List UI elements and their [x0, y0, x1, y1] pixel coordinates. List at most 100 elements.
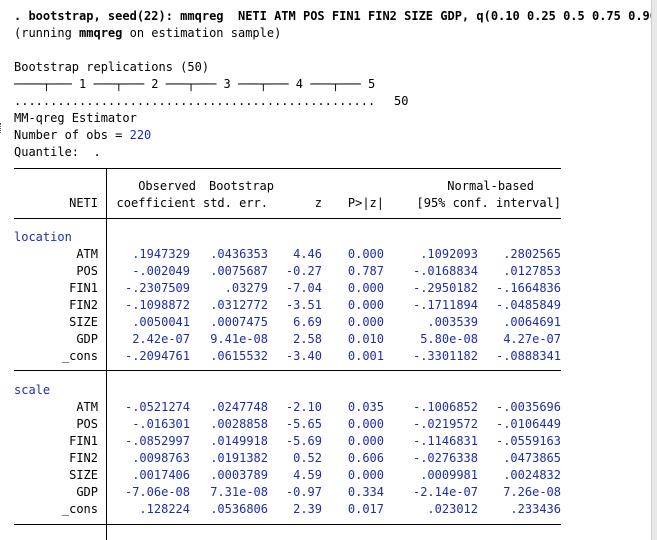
- table-cell-z: -0.97: [285, 485, 322, 499]
- table-cell-p: 0.334: [347, 485, 384, 499]
- table-cell-var: POS: [76, 264, 98, 278]
- table-cell-lo: .023012: [427, 502, 478, 516]
- table-cell-se: .0075687: [210, 264, 268, 278]
- table-cell-z: -2.10: [285, 400, 322, 414]
- table-cell-z: 6.69: [293, 315, 322, 329]
- table-cell-var: _cons: [61, 349, 98, 363]
- header-p: P>|z|: [347, 196, 384, 210]
- table-cell-var: FIN1: [69, 281, 98, 295]
- table-cell-se: .0007475: [210, 315, 268, 329]
- table-cell-lo: -.0276338: [412, 451, 478, 465]
- table-cell-var: ATM: [76, 400, 98, 414]
- table-cell-p: 0.010: [347, 332, 384, 346]
- table-cell-z: -5.65: [285, 417, 322, 431]
- table-cell-z: 2.58: [293, 332, 322, 346]
- vertical-scrollbar[interactable]: [651, 0, 657, 540]
- running-prefix: (running: [14, 26, 80, 40]
- table-cell-lo: -.1006852: [412, 400, 478, 414]
- table-cell-p: 0.787: [347, 264, 384, 278]
- table-cell-hi: .2802565: [503, 247, 561, 261]
- table-cell-var: ATM: [76, 247, 98, 261]
- table-cell-lo: -.1711894: [412, 298, 478, 312]
- table-cell-z: -0.27: [285, 264, 322, 278]
- table-cell-var: FIN2: [69, 451, 98, 465]
- table-cell-coef: -.002049: [132, 264, 190, 278]
- table-cell-lo: 5.80e-08: [420, 332, 478, 346]
- location-divider: [106, 218, 107, 370]
- table-cell-lo: -.2950182: [412, 281, 478, 295]
- table-cell-se: .0536806: [210, 502, 268, 516]
- running-note: (running mmqreg on estimation sample): [14, 25, 281, 42]
- table-cell-p: 0.017: [347, 502, 384, 516]
- table-cell-coef: 2.42e-07: [132, 332, 190, 346]
- quantile-line: Quantile: .: [14, 145, 101, 159]
- margin-marker: [0, 123, 5, 133]
- table-cell-coef: -.0521274: [124, 400, 190, 414]
- table-cell-se: .0312772: [210, 298, 268, 312]
- table-cell-var: FIN1: [69, 434, 98, 448]
- scale-divider: [106, 370, 107, 540]
- table-cell-z: -7.04: [285, 281, 322, 295]
- group-title-location: location: [14, 230, 72, 244]
- table-cell-se: 7.31e-08: [210, 485, 268, 499]
- table-cell-lo: .1092093: [420, 247, 478, 261]
- table-cell-var: _cons: [61, 502, 98, 516]
- bootstrap-count: 50: [394, 94, 409, 108]
- table-cell-z: 4.59: [293, 468, 322, 482]
- table-cell-coef: .0017406: [132, 468, 190, 482]
- group-title-scale: scale: [14, 383, 51, 397]
- obs-line: Number of obs = 220: [14, 127, 151, 144]
- table-cell-se: 9.41e-08: [210, 332, 268, 346]
- table-cell-se: .03279: [224, 281, 268, 295]
- table-cell-hi: .0024832: [503, 468, 561, 482]
- obs-label: Number of obs =: [14, 128, 130, 142]
- header-rule: [14, 218, 561, 219]
- table-cell-var: SIZE: [69, 315, 98, 329]
- table-cell-coef: .0050041: [132, 315, 190, 329]
- table-cell-hi: .0473865: [503, 451, 561, 465]
- table-cell-coef: -.0852997: [124, 434, 190, 448]
- table-cell-se: .0149918: [210, 434, 268, 448]
- table-cell-hi: .0064691: [503, 315, 561, 329]
- table-cell-p: 0.000: [347, 281, 384, 295]
- running-cmd: mmqreg: [79, 26, 123, 40]
- table-cell-var: GDP: [76, 485, 98, 499]
- table-cell-coef: -.016301: [132, 417, 190, 431]
- table-cell-z: 4.46: [293, 247, 322, 261]
- table-cell-lo: -.0219572: [412, 417, 478, 431]
- table-cell-coef: -.2094761: [124, 349, 190, 363]
- table-cell-lo: -.0168834: [412, 264, 478, 278]
- table-top-rule: [14, 168, 561, 169]
- table-cell-se: .0028858: [210, 417, 268, 431]
- table-cell-var: SIZE: [69, 468, 98, 482]
- table-cell-coef: .128224: [139, 502, 190, 516]
- table-cell-p: 0.000: [347, 315, 384, 329]
- header-depvar: NETI: [69, 196, 98, 210]
- table-cell-p: 0.000: [347, 247, 384, 261]
- header-se-2: std. err.: [202, 196, 268, 210]
- header-coef-1: Observed: [138, 179, 196, 193]
- table-cell-hi: -.0035696: [495, 400, 561, 414]
- table-cell-p: 0.035: [347, 400, 384, 414]
- table-cell-lo: -2.14e-07: [412, 485, 478, 499]
- table-bottom-rule: [14, 524, 561, 525]
- table-cell-lo: .003539: [427, 315, 478, 329]
- table-cell-se: .0003789: [210, 468, 268, 482]
- table-cell-coef: .0098763: [132, 451, 190, 465]
- table-cell-p: 0.000: [347, 417, 384, 431]
- table-cell-hi: -.1664836: [495, 281, 561, 295]
- table-cell-lo: -.3301182: [412, 349, 478, 363]
- table-cell-hi: 7.26e-08: [503, 485, 561, 499]
- table-cell-hi: -.0106449: [495, 417, 561, 431]
- table-cell-hi: .233436: [510, 502, 561, 516]
- group-separator-rule: [14, 370, 561, 371]
- table-cell-coef: -7.06e-08: [124, 485, 190, 499]
- table-cell-var: FIN2: [69, 298, 98, 312]
- table-cell-hi: -.0485849: [495, 298, 561, 312]
- table-cell-hi: -.0888341: [495, 349, 561, 363]
- estimator-title: MM-qreg Estimator: [14, 111, 137, 125]
- table-cell-se: .0436353: [210, 247, 268, 261]
- bootstrap-title: Bootstrap replications (50): [14, 60, 210, 74]
- table-cell-p: 0.000: [347, 298, 384, 312]
